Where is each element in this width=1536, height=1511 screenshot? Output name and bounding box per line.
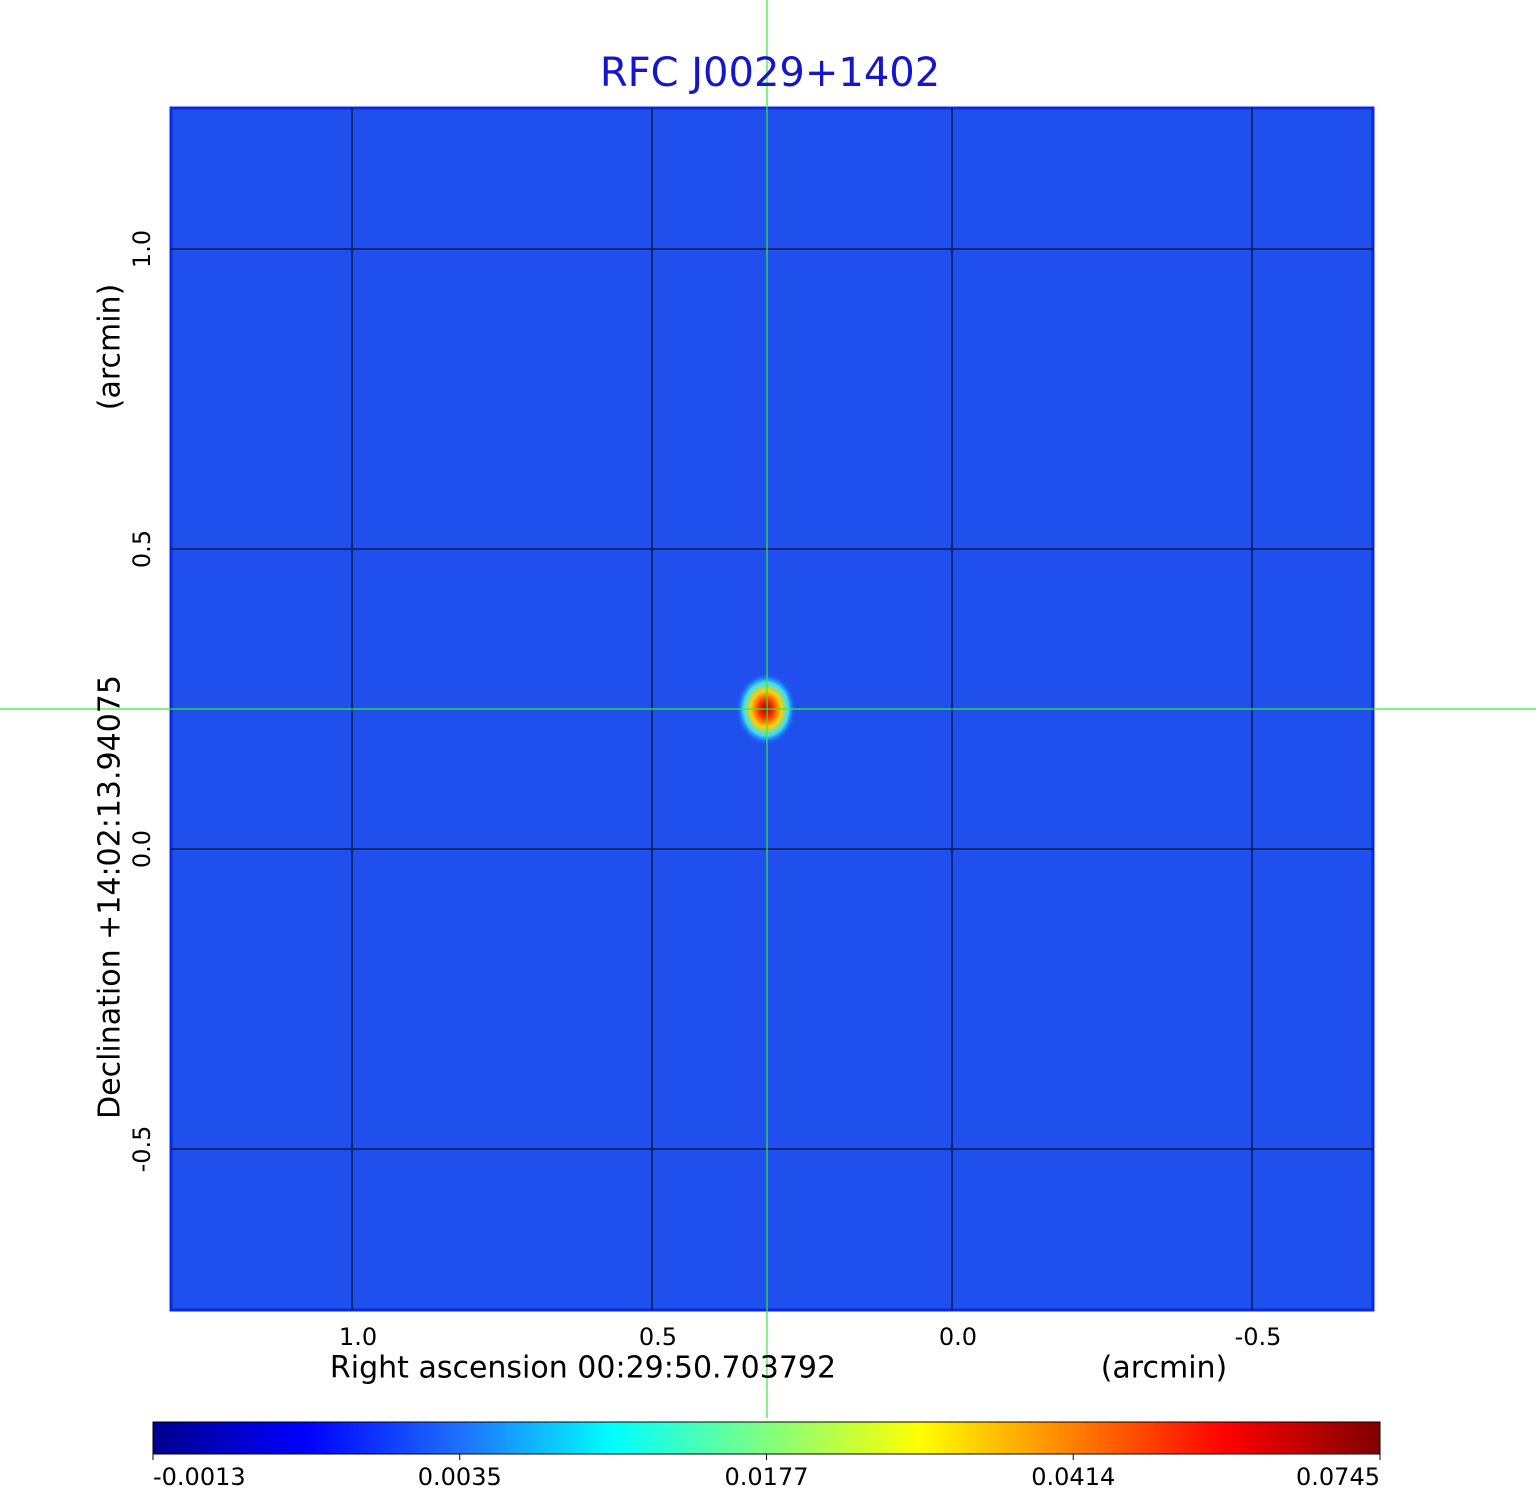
colorbar-tick-label: 0.0414 [1031, 1463, 1115, 1491]
y-tick-label: 0.0 [128, 830, 156, 868]
colorbar-tick-label: -0.0013 [153, 1463, 246, 1491]
x-tick-label: 1.0 [339, 1323, 377, 1351]
y-tick-label: -0.5 [128, 1126, 156, 1173]
y-axis-label: Declination +14:02:13.94075 [93, 675, 128, 1119]
x-axis-unit: (arcmin) [1101, 1351, 1228, 1386]
x-axis-label: Right ascension 00:29:50.703792 [330, 1351, 836, 1386]
x-tick-label: 0.5 [639, 1323, 677, 1351]
y-tick-label: 0.5 [128, 530, 156, 568]
y-tick-label: 1.0 [128, 230, 156, 268]
chart-title: RFC J0029+1402 [600, 50, 940, 96]
colorbar-tick-label: 0.0035 [418, 1463, 502, 1491]
colorbar-tick-label: 0.0745 [1296, 1463, 1380, 1491]
x-tick-label: 0.0 [939, 1323, 977, 1351]
colorbar-tick-label: 0.0177 [725, 1463, 809, 1491]
y-axis-unit: (arcmin) [93, 284, 128, 411]
colorbar [152, 1421, 1381, 1455]
x-tick-label: -0.5 [1235, 1323, 1282, 1351]
